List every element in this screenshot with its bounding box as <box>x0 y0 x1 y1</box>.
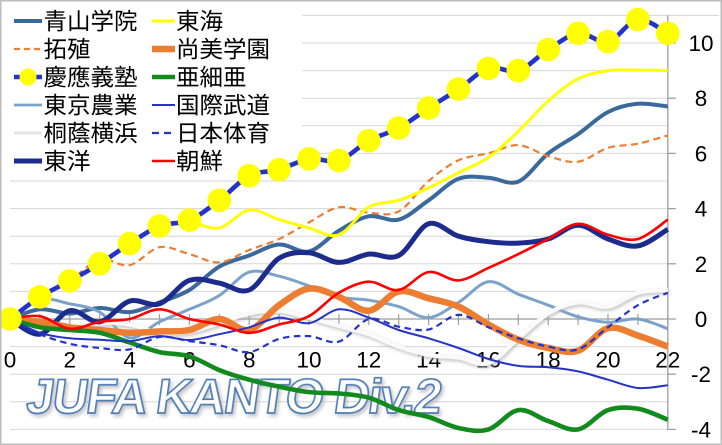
svg-text:-4: -4 <box>691 417 711 442</box>
svg-text:20: 20 <box>595 348 620 373</box>
svg-text:12: 12 <box>356 348 381 373</box>
svg-text:8: 8 <box>695 86 708 111</box>
svg-text:0: 0 <box>4 348 17 373</box>
svg-text:8: 8 <box>243 348 256 373</box>
svg-text:JUFA KANTO Div.2: JUFA KANTO Div.2 <box>23 369 444 424</box>
svg-text:-2: -2 <box>691 362 711 387</box>
svg-text:0: 0 <box>695 307 708 332</box>
svg-text:6: 6 <box>695 141 708 166</box>
svg-text:10: 10 <box>688 31 713 56</box>
svg-text:2: 2 <box>64 348 77 373</box>
svg-text:22: 22 <box>655 348 680 373</box>
svg-text:4: 4 <box>695 197 708 222</box>
svg-text:2: 2 <box>695 252 708 277</box>
svg-text:4: 4 <box>123 348 136 373</box>
svg-text:10: 10 <box>296 348 321 373</box>
